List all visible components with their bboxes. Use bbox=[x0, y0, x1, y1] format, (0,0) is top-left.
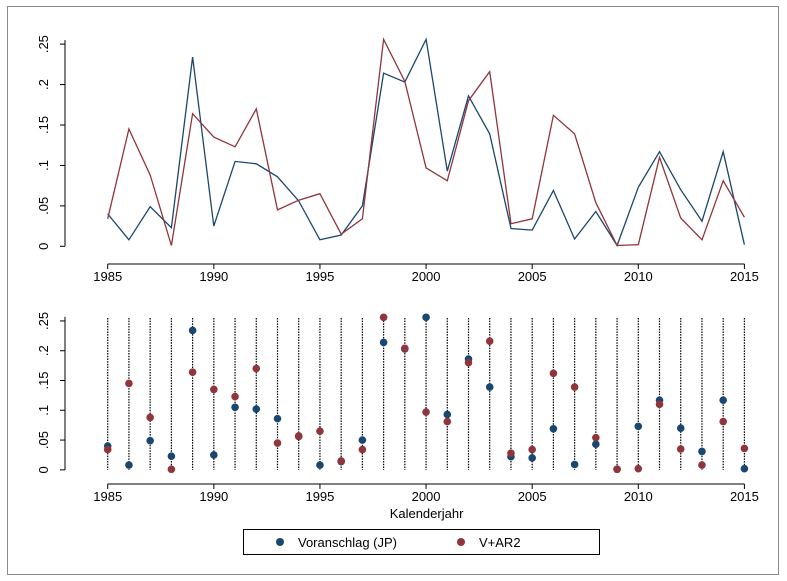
point-series-2-1997 bbox=[358, 445, 367, 454]
point-series-1-1990 bbox=[210, 451, 218, 459]
point-series-2-1985 bbox=[103, 445, 112, 454]
x-tick-label-1-5: 2010 bbox=[624, 269, 653, 284]
figure-frame bbox=[7, 6, 779, 575]
line-series-2 bbox=[107, 37, 745, 247]
legend-label-series-1: Voranschlag (JP) bbox=[298, 534, 397, 550]
y-tick-label-2-3: .15 bbox=[36, 371, 51, 389]
legend-marker-series-1 bbox=[276, 538, 284, 546]
x-tick-label-2-3: 2000 bbox=[412, 489, 441, 504]
point-series-1-1989 bbox=[188, 326, 197, 335]
point-series-1-2008 bbox=[592, 440, 600, 449]
x-tick-label-2-5: 2010 bbox=[624, 489, 653, 504]
y-tick-label-2-4: .2 bbox=[36, 345, 51, 356]
point-series-2-2005 bbox=[528, 445, 536, 454]
point-series-2-2014 bbox=[719, 417, 727, 426]
y-tick-label-2-5: .25 bbox=[36, 312, 51, 330]
point-series-2-1988 bbox=[167, 465, 176, 474]
point-series-1-2010 bbox=[634, 422, 643, 431]
x-tick-label-2-2: 1995 bbox=[305, 489, 334, 504]
point-series-1-2012 bbox=[676, 424, 685, 432]
y-tick-label-2-1: .05 bbox=[36, 431, 51, 449]
point-series-2-2007 bbox=[570, 383, 579, 391]
point-series-2-2013 bbox=[698, 461, 706, 469]
x-axis-title: Kalenderjahr bbox=[390, 506, 464, 521]
x-tick-label-1-2: 1995 bbox=[305, 269, 334, 284]
point-series-2-2012 bbox=[676, 445, 685, 453]
point-series-2-1999 bbox=[401, 344, 409, 353]
point-series-2-1987 bbox=[146, 413, 154, 422]
legend-item-series-2: V+AR2 bbox=[457, 534, 521, 550]
point-series-2-2000 bbox=[422, 408, 430, 416]
y-tick-label-1-2: .1 bbox=[36, 160, 51, 171]
point-series-2-2004 bbox=[507, 449, 515, 457]
x-tick-label-1-3: 2000 bbox=[412, 269, 441, 284]
point-series-1-1998 bbox=[379, 338, 388, 347]
y-tick-label-1-4: .2 bbox=[36, 79, 51, 90]
point-series-2-1986 bbox=[125, 379, 133, 388]
point-series-1-1992 bbox=[252, 405, 261, 413]
point-series-2-1998 bbox=[379, 313, 388, 322]
x-tick-label-1-6: 2015 bbox=[730, 269, 759, 284]
point-series-1-2001 bbox=[443, 410, 452, 419]
point-series-1-1993 bbox=[273, 414, 282, 423]
x-tick-label-2-1: 1990 bbox=[199, 489, 228, 504]
point-series-1-2003 bbox=[485, 383, 494, 391]
point-series-2-1991 bbox=[231, 392, 239, 401]
point-series-1-2006 bbox=[549, 424, 558, 433]
point-series-1-1991 bbox=[231, 403, 239, 412]
point-series-2-2008 bbox=[592, 433, 600, 442]
point-series-1-1988 bbox=[167, 452, 176, 460]
point-series-2-2003 bbox=[485, 337, 494, 345]
x-tick-label-1-1: 1990 bbox=[199, 269, 228, 284]
y-tick-label-1-0: 0 bbox=[36, 243, 51, 250]
point-series-2-2011 bbox=[655, 400, 664, 409]
x-tick-label-2-6: 2015 bbox=[730, 489, 759, 504]
point-series-2-2002 bbox=[464, 358, 473, 367]
line-series-1 bbox=[107, 37, 746, 247]
legend-item-series-1: Voranschlag (JP) bbox=[276, 534, 397, 550]
y-tick-label-1-5: .25 bbox=[36, 35, 51, 53]
point-series-2-1990 bbox=[210, 385, 218, 394]
legend-label-series-2: V+AR2 bbox=[479, 534, 521, 550]
point-series-1-2000 bbox=[422, 313, 430, 322]
point-series-1-2013 bbox=[698, 447, 706, 456]
point-series-2-1992 bbox=[252, 364, 261, 373]
point-series-1-2005 bbox=[528, 454, 536, 462]
point-series-2-2015 bbox=[740, 444, 749, 453]
y-tick-label-1-1: .05 bbox=[36, 197, 51, 215]
point-series-2-1996 bbox=[337, 457, 345, 465]
point-series-1-1987 bbox=[146, 436, 154, 445]
point-series-2-2001 bbox=[443, 417, 452, 426]
point-series-2-1989 bbox=[188, 368, 197, 376]
y-tick-label-2-2: .1 bbox=[36, 405, 51, 416]
x-tick-label-1-0: 1985 bbox=[93, 269, 122, 284]
y-tick-label-2-0: 0 bbox=[36, 466, 51, 473]
point-series-1-1986 bbox=[125, 461, 133, 469]
point-series-1-1997 bbox=[358, 436, 367, 444]
x-tick-label-1-4: 2005 bbox=[518, 269, 547, 284]
x-tick-label-2-4: 2005 bbox=[518, 489, 547, 504]
point-series-2-1993 bbox=[273, 439, 282, 447]
point-series-1-2007 bbox=[570, 460, 579, 469]
legend-marker-series-2 bbox=[457, 538, 465, 546]
point-series-2-2010 bbox=[634, 464, 643, 473]
point-series-2-2006 bbox=[549, 369, 558, 378]
point-series-1-2015 bbox=[740, 464, 749, 473]
point-series-2-2009 bbox=[613, 465, 621, 474]
point-series-1-2014 bbox=[719, 396, 727, 404]
legend: Voranschlag (JP) V+AR2 bbox=[243, 529, 600, 555]
y-tick-label-1-3: .15 bbox=[36, 116, 51, 134]
x-tick-label-2-0: 1985 bbox=[93, 489, 122, 504]
point-series-1-1995 bbox=[316, 461, 324, 469]
point-series-2-1994 bbox=[294, 432, 303, 440]
point-series-2-1995 bbox=[316, 427, 324, 435]
